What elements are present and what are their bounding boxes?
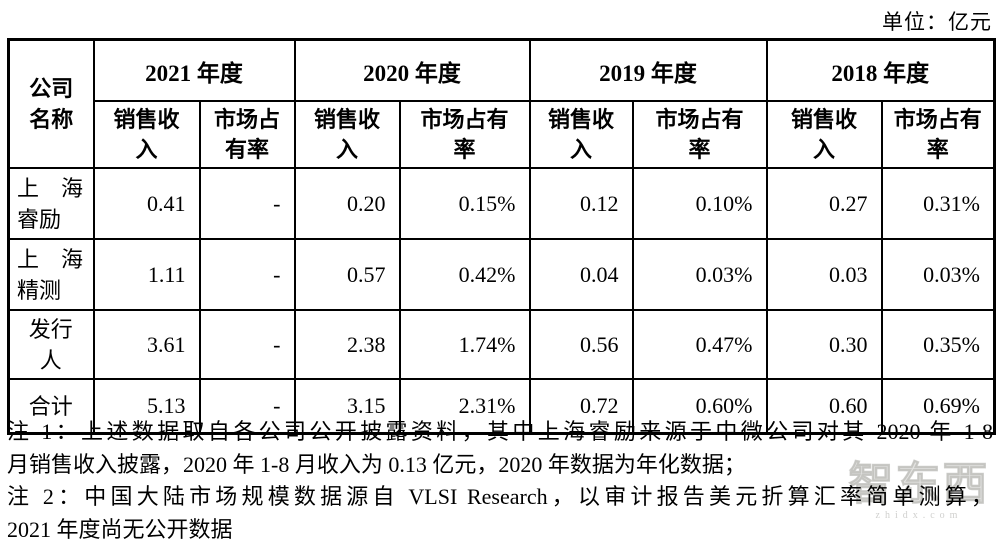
value-cell: 1.74%: [398, 309, 531, 380]
subheader-2019-revenue: 销售收 入: [528, 100, 634, 169]
value-cell: 0.04: [528, 238, 634, 311]
value-cell: 0.10%: [631, 167, 768, 240]
subheader-2021-revenue: 销售收 入: [92, 100, 201, 169]
value-cell: 0.03%: [880, 238, 996, 311]
company-name-cell: 上 海 精测: [7, 238, 95, 311]
value-cell: 0.42%: [398, 238, 531, 311]
value-cell: 0.03%: [631, 238, 768, 311]
company-name-cell: 上 海 睿励: [7, 167, 95, 240]
value-cell: 3.15: [293, 378, 401, 435]
value-cell: 0.60%: [631, 378, 768, 435]
value-cell: 1.11: [92, 238, 201, 311]
value-cell: 0.27: [765, 167, 883, 240]
year-header-2020: 2020 年度: [293, 38, 531, 102]
value-cell: 3.61: [92, 309, 201, 380]
subheader-2019-share: 市场占有 率: [631, 100, 768, 169]
value-cell: 5.13: [92, 378, 201, 435]
footnote-line: 注 2：中国大陆市场规模数据源自 VLSI Research，以审计报告美元折算…: [7, 484, 993, 509]
subheader-2020-share: 市场占有 率: [398, 100, 531, 169]
value-cell: 2.31%: [398, 378, 531, 435]
year-header-2018: 2018 年度: [765, 38, 996, 102]
table-row-total: 合计 5.13 - 3.15 2.31% 0.72 0.60% 0.60 0.6…: [7, 378, 996, 435]
value-cell: 2.38: [293, 309, 401, 380]
table-row-shanghai-jingce: 上 海 精测 1.11 - 0.57 0.42% 0.04 0.03% 0.03…: [7, 238, 996, 311]
company-name-cell: 合计: [7, 378, 95, 435]
market-share-table: 公司 名称 2021 年度 2020 年度 2019 年度 2018 年度 销售…: [7, 38, 996, 435]
subheader-2018-revenue: 销售收 入: [765, 100, 883, 169]
unit-label: 单位：亿元: [882, 10, 992, 34]
value-cell: 0.03: [765, 238, 883, 311]
table-row-issuer: 发行 人 3.61 - 2.38 1.74% 0.56 0.47% 0.30 0…: [7, 309, 996, 380]
value-cell: 0.56: [528, 309, 634, 380]
footnote-line: 注 1：上述数据取自各公司公开披露资料，其中上海睿励来源于中微公司对其 2020…: [7, 419, 993, 444]
year-header-2019: 2019 年度: [528, 38, 768, 102]
subheader-2020-revenue: 销售收 入: [293, 100, 401, 169]
value-cell: 0.57: [293, 238, 401, 311]
value-cell: 0.20: [293, 167, 401, 240]
table-header-sub-row: 销售收 入 市场占 有率 销售收 入 市场占有 率 销售收 入 市场占有 率 销…: [9, 100, 996, 169]
company-name-header: 公司 名称: [7, 38, 95, 169]
value-cell: -: [198, 167, 296, 240]
table-row-shanghai-ruili: 上 海 睿励 0.41 - 0.20 0.15% 0.12 0.10% 0.27…: [7, 167, 996, 240]
value-cell: 0.60: [765, 378, 883, 435]
value-cell: 0.69%: [880, 378, 996, 435]
footnote-line: 2021 年度尚无公开数据: [7, 516, 233, 542]
value-cell: 0.72: [528, 378, 634, 435]
value-cell: -: [198, 238, 296, 311]
value-cell: -: [198, 309, 296, 380]
company-name-cell: 发行 人: [7, 309, 95, 380]
year-header-2021: 2021 年度: [92, 38, 296, 102]
value-cell: 0.31%: [880, 167, 996, 240]
footnotes: 注 1：上述数据取自各公司公开披露资料，其中上海睿励来源于中微公司对其 2020…: [7, 416, 993, 545]
value-cell: 0.15%: [398, 167, 531, 240]
footnote-line: 月销售收入披露，2020 年 1-8 月收入为 0.13 亿元，2020 年数据…: [7, 451, 746, 477]
value-cell: 0.35%: [880, 309, 996, 380]
subheader-2018-share: 市场占有 率: [880, 100, 996, 169]
table-header-year-row: 公司 名称 2021 年度 2020 年度 2019 年度 2018 年度: [7, 38, 996, 169]
value-cell: 0.30: [765, 309, 883, 380]
value-cell: 0.12: [528, 167, 634, 240]
subheader-2021-share: 市场占 有率: [198, 100, 296, 169]
value-cell: 0.41: [92, 167, 201, 240]
value-cell: 0.47%: [631, 309, 768, 380]
value-cell: -: [198, 378, 296, 435]
